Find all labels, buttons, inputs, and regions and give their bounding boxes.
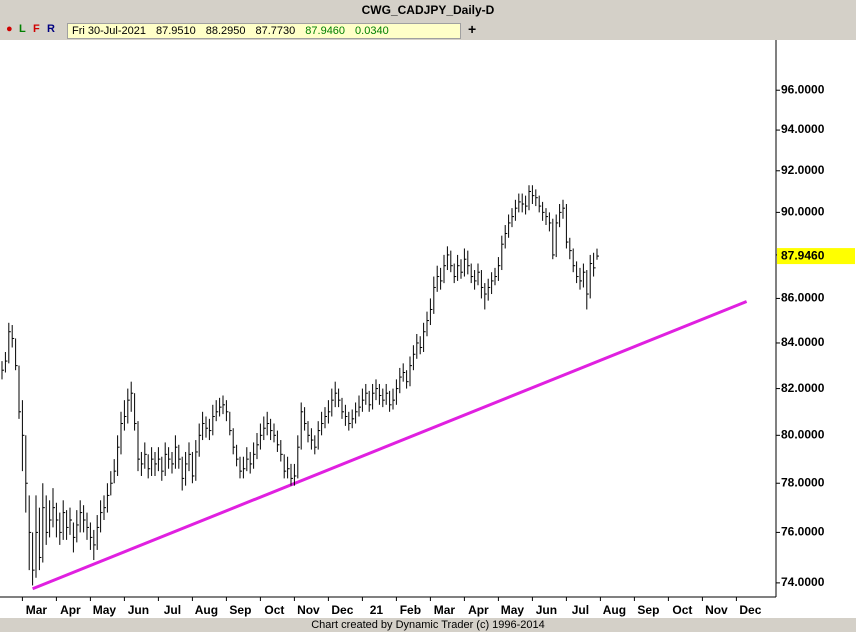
y-tick-label: 78.0000 (781, 475, 825, 489)
footer: Chart created by Dynamic Trader (c) 1996… (0, 618, 856, 632)
x-tick-label: Jul (164, 603, 181, 617)
last-price-label: 87.9460 (781, 248, 825, 262)
x-tick-label: Apr (60, 603, 81, 617)
x-tick-label: Oct (264, 603, 284, 617)
y-tick-label: 92.0000 (781, 163, 825, 177)
x-tick-label: Mar (434, 603, 456, 617)
info-change: 0.0340 (355, 25, 389, 37)
x-tick-label: Nov (297, 603, 320, 617)
status-dot: ● (6, 23, 13, 35)
y-tick-label: 80.0000 (781, 427, 825, 441)
crosshair-button[interactable]: + (468, 21, 477, 37)
plot-background (0, 40, 856, 618)
x-tick-label: May (501, 603, 525, 617)
x-tick-label: Sep (637, 603, 659, 617)
y-tick-label: 82.0000 (781, 381, 825, 395)
button-r[interactable]: R (47, 23, 55, 35)
chart-title: CWG_CADJPY_Daily-D (0, 0, 856, 20)
x-tick-label: Sep (229, 603, 251, 617)
y-tick-label: 86.0000 (781, 291, 825, 305)
x-tick-label: Aug (195, 603, 218, 617)
info-low: 87.7730 (255, 25, 296, 37)
toolbar: ● L F R Fri 30-Jul-2021 87.9510 88.2950 87.… (0, 21, 856, 40)
y-tick-label: 90.0000 (781, 205, 825, 219)
x-tick-label: Aug (603, 603, 626, 617)
x-tick-label: Feb (400, 603, 421, 617)
trendline (32, 300, 748, 591)
x-tick-label: Mar (26, 603, 48, 617)
info-bar: Fri 30-Jul-2021 87.9510 88.2950 87.7730 87.9… (67, 23, 461, 39)
y-tick-label: 96.0000 (781, 82, 825, 96)
y-tick-label: 74.0000 (781, 575, 825, 589)
y-tick-label: 94.0000 (781, 122, 825, 136)
x-tick-label: Jun (536, 603, 557, 617)
y-tick-label: 76.0000 (781, 525, 825, 539)
x-tick-label: Jun (128, 603, 149, 617)
x-tick-label: Jul (572, 603, 589, 617)
info-close: 87.9460 (305, 25, 346, 37)
info-open: 87.9510 (155, 25, 196, 37)
chart: 74.0000 76.0000 78.0000 80.0000 82.0000 84.00… (0, 40, 856, 618)
x-tick-label: May (93, 603, 117, 617)
x-tick-label: Nov (705, 603, 728, 617)
button-f[interactable]: F (33, 23, 40, 35)
button-l[interactable]: L (19, 23, 26, 35)
x-tick-label: 21 (370, 603, 384, 617)
info-date: Fri 30-Jul-2021 (72, 25, 146, 37)
x-tick-label: Apr (468, 603, 489, 617)
x-tick-label: Dec (739, 603, 761, 617)
last-price-box (777, 248, 855, 265)
x-tick-label: Oct (672, 603, 692, 617)
y-tick-label: 84.0000 (781, 335, 825, 349)
x-tick-label: Dec (331, 603, 353, 617)
info-high: 88.2950 (205, 25, 246, 37)
